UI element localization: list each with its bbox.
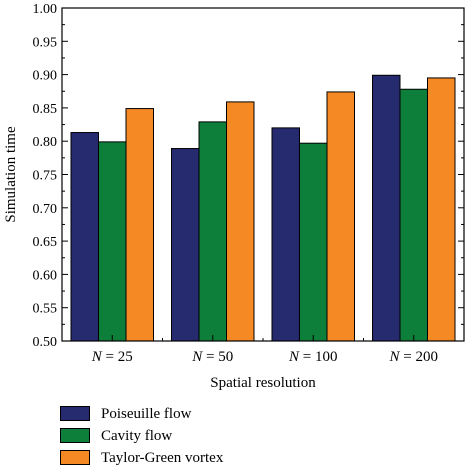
legend-swatch [60, 428, 90, 443]
x-tick-label: N = 25 [91, 349, 133, 365]
bar-3-3 [326, 91, 355, 342]
y-tick-label: 0.75 [33, 169, 58, 184]
y-tick-label: 0.55 [33, 302, 58, 317]
x-axis-label: Spatial resolution [210, 375, 316, 391]
legend-swatch [60, 450, 90, 465]
y-tick-label: 0.50 [33, 335, 58, 350]
bar-2-1 [98, 141, 127, 342]
x-tick-var: N [288, 349, 300, 365]
x-tick-var: N [91, 349, 103, 365]
y-tick-label: 1.00 [33, 2, 58, 17]
x-tick-var: N [191, 349, 203, 365]
bar-1-1 [70, 132, 99, 342]
bar-2-3 [299, 142, 328, 342]
x-tick-label: N = 50 [191, 349, 233, 365]
x-tick-value: = 200 [400, 349, 438, 365]
bars-group [70, 74, 456, 342]
x-tick-value: = 50 [202, 349, 233, 365]
bar-3-4 [427, 77, 456, 342]
bar-1-2 [171, 148, 200, 342]
x-tick-var: N [389, 349, 401, 365]
bar-1-4 [372, 74, 401, 342]
x-tick-value: = 100 [299, 349, 337, 365]
y-axis: 0.50 0.55 0.60 0.65 0.70 0.75 0.80 0.85 0.90 0.95… [33, 2, 464, 350]
legend-swatch [60, 406, 90, 421]
y-tick-label: 0.60 [33, 268, 58, 283]
x-tick-label: N = 100 [288, 349, 337, 365]
y-tick-label: 0.70 [33, 202, 58, 217]
x-tick-value: = 25 [102, 349, 133, 365]
y-tick-label: 0.95 [33, 35, 58, 50]
y-axis-label: Simulation time [3, 126, 19, 223]
bar-1-3 [271, 127, 300, 342]
bar-2-2 [198, 121, 227, 342]
y-tick-label: 0.80 [33, 135, 58, 150]
y-tick-label: 0.90 [33, 69, 58, 84]
legend-label: Poiseuille flow [101, 406, 192, 422]
y-tick-label: 0.65 [33, 235, 58, 250]
x-axis: N = 25 N = 50 N = 100 N = 200 [91, 335, 438, 365]
bar-3-1 [125, 108, 154, 342]
legend-label: Cavity flow [101, 428, 173, 444]
x-tick-label: N = 200 [389, 349, 438, 365]
bar-3-2 [226, 101, 255, 342]
y-tick-label: 0.85 [33, 102, 58, 117]
legend-label: Taylor-Green vortex [101, 450, 224, 466]
bar-2-4 [399, 88, 428, 342]
